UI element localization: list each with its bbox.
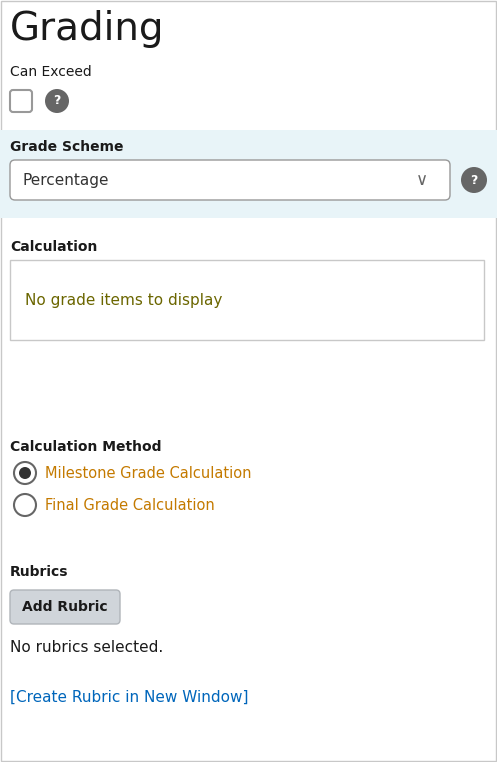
Circle shape [45, 89, 69, 113]
Circle shape [14, 494, 36, 516]
FancyBboxPatch shape [10, 90, 32, 112]
Circle shape [461, 167, 487, 193]
FancyBboxPatch shape [10, 160, 450, 200]
Text: Calculation Method: Calculation Method [10, 440, 162, 454]
Text: Final Grade Calculation: Final Grade Calculation [45, 498, 215, 513]
Text: No grade items to display: No grade items to display [25, 293, 222, 308]
FancyBboxPatch shape [10, 260, 484, 340]
Text: Rubrics: Rubrics [10, 565, 69, 579]
Text: Add Rubric: Add Rubric [22, 600, 108, 614]
Text: Can Exceed: Can Exceed [10, 65, 92, 79]
Text: ?: ? [470, 174, 478, 187]
Text: Grading: Grading [10, 10, 165, 48]
Text: ∨: ∨ [416, 171, 428, 189]
Text: Milestone Grade Calculation: Milestone Grade Calculation [45, 466, 251, 481]
FancyBboxPatch shape [10, 590, 120, 624]
Text: Percentage: Percentage [22, 172, 108, 187]
Text: [Create Rubric in New Window]: [Create Rubric in New Window] [10, 690, 248, 705]
Text: Calculation: Calculation [10, 240, 97, 254]
Circle shape [19, 467, 31, 479]
FancyBboxPatch shape [0, 130, 497, 218]
Text: No rubrics selected.: No rubrics selected. [10, 640, 163, 655]
Text: Grade Scheme: Grade Scheme [10, 140, 123, 154]
Text: ?: ? [53, 94, 61, 107]
Circle shape [14, 462, 36, 484]
